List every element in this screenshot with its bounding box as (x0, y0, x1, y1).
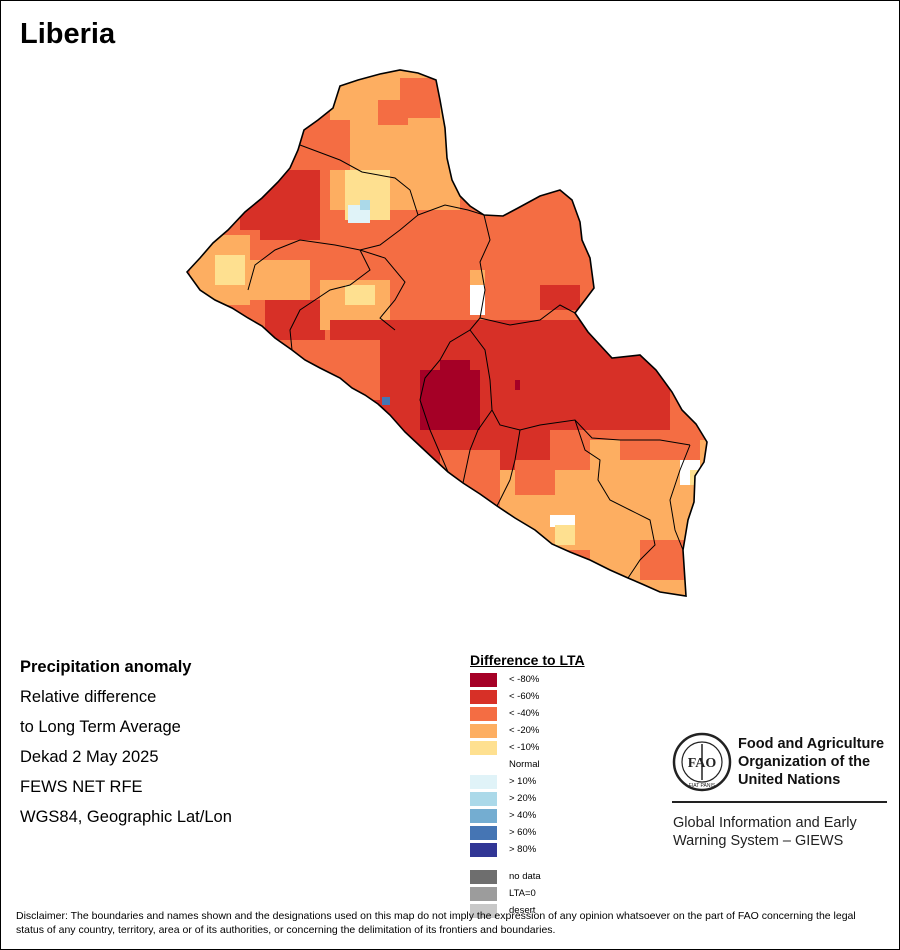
legend-label: > 10% (509, 776, 537, 787)
legend-row: Normal (470, 757, 650, 774)
legend-extra-row: LTA=0 (470, 886, 650, 903)
info-projection: WGS84, Geographic Lat/Lon (20, 808, 232, 826)
legend-extra-label: desert (509, 905, 536, 916)
legend-label: < -80% (509, 674, 540, 685)
legend-extra-row: desert (470, 903, 650, 920)
legend-row: > 20% (470, 791, 650, 808)
info-long-term-average: to Long Term Average (20, 718, 181, 736)
info-product-title: Precipitation anomaly (20, 658, 192, 676)
legend-items: < -80% < -60% < -40% < -20% < -10% Normal > 10… (470, 672, 650, 859)
legend-row: < -60% (470, 689, 650, 706)
info-source: FEWS NET RFE (20, 778, 143, 796)
legend-row: < -10% (470, 740, 650, 757)
legend-row: < -20% (470, 723, 650, 740)
legend-label: < -40% (509, 708, 540, 719)
legend-swatch (470, 673, 497, 687)
legend-label: > 40% (509, 810, 537, 821)
legend-title: Difference to LTA (470, 652, 585, 668)
legend-label: > 60% (509, 827, 537, 838)
legend-extra-label: LTA=0 (509, 888, 536, 899)
legend-swatch (470, 724, 497, 738)
info-relative-difference: Relative difference (20, 688, 157, 706)
legend-label: Normal (509, 759, 540, 770)
legend-extra-swatch (470, 887, 497, 901)
legend-label: < -60% (509, 691, 540, 702)
legend-row: > 40% (470, 808, 650, 825)
legend-extra-items: no data LTA=0 desert (470, 869, 650, 920)
info-dekad: Dekad 2 May 2025 (20, 748, 159, 766)
legend-swatch (470, 690, 497, 704)
map-legend: Difference to LTA < -80% < -60% < -40% < -2… (470, 652, 650, 920)
legend-label: < -20% (509, 725, 540, 736)
legend-label: > 80% (509, 844, 537, 855)
legend-swatch (470, 843, 497, 857)
legend-row: < -80% (470, 672, 650, 689)
disclaimer-text: Disclaimer: The boundaries and names sho… (16, 910, 856, 936)
legend-row: > 60% (470, 825, 650, 842)
legend-swatch (470, 741, 497, 755)
legend-swatch (470, 758, 497, 772)
fao-logo: FAO FIAT PANIS (672, 732, 732, 792)
legend-label: > 20% (509, 793, 537, 804)
fao-organization-name: Food and Agriculture Organization of the… (738, 736, 885, 788)
legend-swatch (470, 707, 497, 721)
map-info-block: Precipitation anomaly Relative differenc… (20, 656, 232, 836)
fao-divider (672, 801, 887, 803)
legend-label: < -10% (509, 742, 540, 753)
legend-extra-label: no data (509, 871, 541, 882)
map-title: Liberia (20, 18, 116, 50)
legend-swatch (470, 826, 497, 840)
legend-swatch (470, 809, 497, 823)
legend-extra-swatch (470, 904, 497, 918)
legend-row: > 10% (470, 774, 650, 791)
svg-text:FIAT PANIS: FIAT PANIS (689, 783, 716, 789)
legend-extra-swatch (470, 870, 497, 884)
precipitation-anomaly-map (186, 69, 708, 597)
legend-row: > 80% (470, 842, 650, 859)
legend-extra-row: no data (470, 869, 650, 886)
legend-swatch (470, 792, 497, 806)
legend-row: < -40% (470, 706, 650, 723)
giews-name: Global Information and Early Warning Sys… (673, 815, 857, 849)
legend-swatch (470, 775, 497, 789)
